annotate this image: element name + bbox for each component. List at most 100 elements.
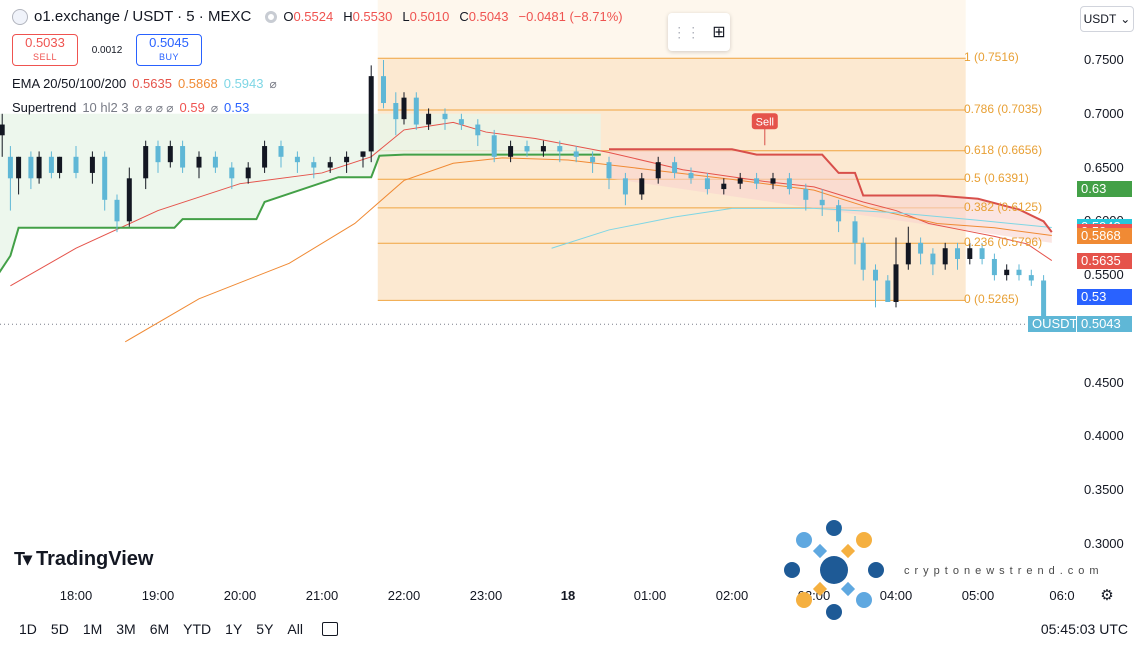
series-line-ema-50	[124, 157, 1052, 343]
supertrend-down-fill	[609, 149, 1052, 243]
symbol-icon	[12, 8, 28, 25]
candle-body	[991, 258, 997, 276]
supertrend-legend[interactable]: Supertrend 10 hl2 3 ⌀ ⌀ ⌀ ⌀ 0.59 ⌀ 0.53	[12, 100, 250, 115]
chart-header: o1.exchange / USDT · 5 · MEXC O0.5524 H0…	[12, 8, 623, 25]
candle-body	[28, 156, 34, 179]
candle-body	[639, 178, 645, 195]
ohlc-values: O0.5524 H0.5530 L0.5010 C0.5043 −0.0481 …	[283, 9, 623, 24]
candle-body	[786, 178, 792, 190]
price-tick: 0.7500	[1084, 52, 1124, 67]
candle-body	[905, 242, 911, 265]
price-badge: 0.5635	[1077, 252, 1132, 269]
supertrend-up-fill	[0, 113, 601, 272]
candle-body	[873, 269, 878, 281]
price-tick: 0.3500	[1084, 482, 1124, 498]
candle-body	[327, 162, 333, 168]
time-tick: 18:00	[59, 588, 93, 603]
fib-label: 1 (0.7516)	[964, 50, 1019, 65]
candle-body	[311, 162, 317, 168]
change-value: −0.0481 (−8.71%)	[518, 9, 623, 24]
time-tick: 19:00	[141, 588, 175, 603]
candle-body	[0, 124, 5, 136]
candle-body	[979, 248, 985, 259]
price-tick: 0.3000	[1084, 536, 1124, 551]
candle-body	[48, 156, 54, 173]
range-button-1d[interactable]: 1D	[19, 621, 37, 637]
candle-body	[688, 172, 694, 179]
calendar-icon[interactable]	[321, 622, 338, 636]
tradingview-logo: T▾ TradingView	[14, 548, 154, 570]
last-price-symbol: OUSDT	[1028, 316, 1078, 333]
series-line-supertrend-up	[0, 153, 601, 274]
candle-body	[229, 167, 235, 179]
price-badge: 0.63	[1077, 181, 1132, 198]
drag-handle-icon[interactable]: ⋮⋮	[672, 23, 701, 40]
sell-signal-label: Sell	[756, 116, 774, 128]
clock[interactable]: 05:45:03 UTC	[1040, 621, 1128, 637]
floating-toolbar: ⋮⋮ ⊞	[668, 13, 730, 51]
candle-body	[344, 156, 350, 163]
candle-body	[524, 146, 530, 152]
candle-body	[819, 199, 825, 206]
time-tick: 04:00	[879, 588, 913, 603]
candle-body	[155, 146, 161, 163]
trade-buttons: 0.5033 SELL 0.0012 0.5045 BUY	[12, 34, 202, 66]
sell-button[interactable]: 0.5033 SELL	[12, 34, 78, 66]
range-button-6m[interactable]: 6M	[149, 621, 170, 637]
chevron-down-icon: ⌄	[1120, 12, 1131, 26]
candle-body	[36, 156, 42, 179]
candle-body	[143, 146, 149, 179]
time-tick: 01:00	[633, 588, 667, 603]
spread-value: 0.0012	[91, 44, 123, 56]
candle-body	[458, 119, 464, 125]
time-tick: 23:00	[469, 588, 503, 603]
price-tick: 0.4500	[1084, 374, 1124, 390]
gear-icon[interactable]: ⚙	[1100, 587, 1114, 604]
time-tick: 20:00	[223, 588, 257, 603]
candle-body	[102, 156, 108, 200]
range-button-3m[interactable]: 3M	[116, 621, 136, 637]
candle-body	[294, 156, 300, 163]
candle-body	[942, 248, 948, 265]
visibility-icon[interactable]: ⌀	[269, 76, 277, 91]
candle-body	[126, 178, 132, 222]
candle-body	[893, 264, 899, 302]
candle-body	[413, 97, 419, 125]
candle-body	[368, 76, 374, 152]
buy-button[interactable]: 0.5045 BUY	[136, 34, 202, 66]
candle-body	[885, 280, 891, 302]
candle-body	[426, 113, 432, 125]
candle-body	[1028, 275, 1034, 281]
range-button-5d[interactable]: 5D	[50, 621, 69, 637]
candle-body	[836, 205, 842, 222]
range-button-1y[interactable]: 1Y	[225, 621, 243, 637]
range-button-1m[interactable]: 1M	[82, 621, 103, 637]
candle-body	[245, 167, 251, 179]
symbol-title[interactable]: o1.exchange / USDT · 5 · MEXC	[34, 8, 252, 25]
range-button-all[interactable]: All	[287, 621, 303, 637]
candle-body	[1041, 280, 1047, 325]
price-badge: 0.53	[1077, 288, 1132, 305]
price-tick: 0.4000	[1084, 428, 1124, 444]
currency-select[interactable]: USDT ⌄	[1080, 6, 1134, 32]
candle-body	[557, 146, 563, 152]
range-button-5y[interactable]: 5Y	[256, 621, 274, 637]
tv-logo-icon: T▾	[14, 549, 32, 569]
price-tick: 0.6500	[1084, 159, 1124, 175]
candle-body	[860, 242, 866, 270]
fib-label: 0.786 (0.7035)	[964, 102, 1043, 116]
ema-legend[interactable]: EMA 20/50/100/200 0.5635 0.5868 0.5943 ⌀	[12, 76, 277, 91]
time-tick: 06:0	[1049, 588, 1075, 603]
candle-body	[754, 178, 760, 184]
candle-body	[672, 162, 678, 173]
candle-body	[73, 156, 79, 173]
visibility-icons[interactable]: ⌀ ⌀ ⌀ ⌀	[134, 100, 174, 115]
price-tick: 0.5500	[1084, 267, 1124, 283]
candle-body	[967, 248, 973, 259]
price-badge: 0.5868	[1077, 227, 1132, 244]
time-tick: 21:00	[305, 588, 339, 603]
add-widget-icon[interactable]: ⊞	[712, 24, 726, 41]
candle-body	[655, 162, 661, 179]
range-button-ytd[interactable]: YTD	[183, 621, 212, 637]
